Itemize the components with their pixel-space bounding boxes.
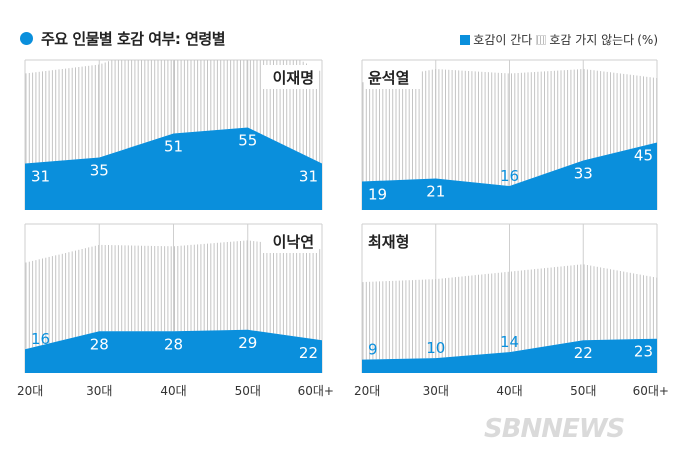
panel-3-like-value-2: 28 (164, 335, 183, 353)
panel-2-like-value-4: 45 (634, 147, 653, 165)
chart-title: 주요 인물별 호감 여부: 연령별 (41, 30, 226, 48)
panel-4-category-label-2: 40대 (496, 384, 522, 398)
panel-2-like-value-1: 21 (426, 183, 445, 201)
panel-4-like-value-1: 10 (426, 339, 445, 357)
panel-2-title-bg (364, 65, 420, 89)
panel-3-title-bg (262, 229, 318, 253)
panel-3-like-value-1: 28 (90, 335, 109, 353)
panel-2-like-value-3: 33 (574, 165, 593, 183)
panel-2-title: 윤석열 (368, 69, 409, 87)
panel-4-like-value-0: 9 (368, 341, 378, 359)
panel-1-like-value-2: 51 (164, 138, 183, 156)
legend-label-like: 호감이 간다 (473, 33, 533, 47)
panel-3-like-area (25, 329, 322, 373)
panel-3-category-label-2: 40대 (160, 384, 186, 398)
panel-4-title-bg (364, 229, 420, 253)
panel-1-title: 이재명 (273, 69, 314, 87)
panel-1-like-value-3: 55 (238, 132, 257, 150)
legend: 호감이 간다 호감 가지 않는다 (%) (456, 31, 658, 48)
panel-3-like-value-3: 29 (238, 334, 257, 352)
panel-3-like-value-4: 22 (299, 344, 318, 362)
panel-2-like-area (362, 142, 657, 210)
panel-4-title: 최재형 (368, 233, 409, 251)
panel-4-like-value-4: 23 (634, 343, 653, 361)
panel-4-category-label-1: 30대 (423, 384, 449, 398)
panel-2-like-value-2: 16 (500, 167, 519, 185)
panel-3-category-label-1: 30대 (86, 384, 112, 398)
panel-2-like-value-0: 19 (368, 186, 387, 204)
panel-4-like-area (362, 338, 657, 373)
legend-item-dislike: 호감 가지 않는다 (536, 31, 634, 48)
legend-label-dislike: 호감 가지 않는다 (549, 33, 635, 47)
legend-swatch-dislike (536, 34, 547, 45)
panel-4-like-value-3: 22 (574, 344, 593, 362)
panel-1-like-value-0: 31 (31, 168, 50, 186)
title-bullet-icon (20, 32, 33, 45)
panel-1-like-value-1: 35 (90, 162, 109, 180)
panel-1-like-value-4: 31 (299, 168, 318, 186)
panel-4-like-value-2: 14 (500, 333, 519, 351)
panel-3-category-label-4: 60대+ (298, 384, 334, 398)
panel-4-category-label-4: 60대+ (633, 384, 669, 398)
legend-unit: (%) (637, 32, 658, 47)
panel-3-category-label-3: 50대 (235, 384, 261, 398)
panel-1-title-bg (262, 65, 318, 89)
panel-4-category-label-3: 50대 (570, 384, 596, 398)
panel-3-title: 이낙연 (273, 233, 314, 251)
panel-1-like-area (25, 127, 322, 210)
legend-item-like: 호감이 간다 (460, 31, 532, 48)
watermark: SBNNEWS (484, 414, 625, 444)
chart-title-block: 주요 인물별 호감 여부: 연령별 (20, 28, 226, 49)
panel-3-like-value-0: 16 (31, 330, 50, 348)
panel-3-category-label-0: 20대 (17, 384, 43, 398)
legend-swatch-like (460, 34, 471, 45)
panel-4-category-label-0: 20대 (354, 384, 380, 398)
